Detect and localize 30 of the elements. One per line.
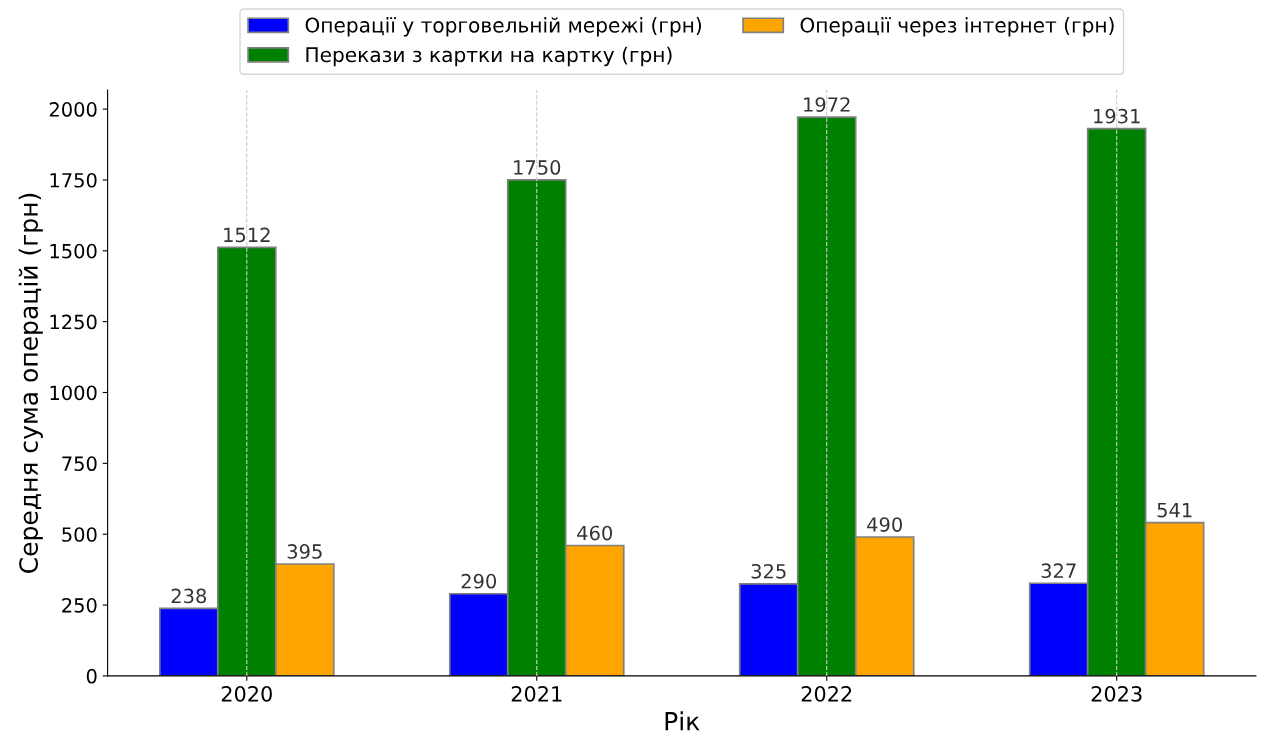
y-tick-label: 1250 [50, 314, 97, 330]
y-tick-label: 250 [62, 598, 97, 613]
data-label: 325 [751, 563, 786, 579]
data-label: 541 [1157, 502, 1192, 518]
y-tick-label: 750 [62, 456, 97, 472]
data-label: 490 [867, 517, 902, 532]
x-tick-label: 2021 [511, 685, 562, 702]
y-tick-label: 1750 [50, 172, 97, 188]
data-label: 1750 [514, 160, 561, 175]
y-tick-label: 2000 [49, 102, 97, 117]
data-label: 460 [577, 525, 613, 541]
x-tick-label: 2023 [1091, 685, 1142, 702]
x-tick-label: 2020 [221, 685, 272, 702]
legend-label: Перекази з картки на картку (грн) [306, 46, 672, 67]
y-tick-label: 1000 [50, 385, 97, 401]
legend-label: Операції у торговельній мережі (грн) [305, 17, 701, 37]
data-label: 1931 [1094, 108, 1140, 124]
legend-label: Операції через інтернет (грн) [800, 17, 1114, 37]
y-tick-label: 1500 [50, 243, 97, 259]
data-label: 1972 [804, 97, 850, 112]
y-tick-label: 500 [62, 527, 97, 542]
data-label: 238 [171, 588, 207, 604]
x-axis-title: Рік [665, 711, 700, 731]
y-tick-label: 0 [86, 668, 97, 684]
data-label: 327 [1041, 563, 1076, 579]
y-axis-title: Середня сума операцій (грн) [18, 193, 43, 573]
data-label: 395 [287, 544, 322, 559]
data-label: 1512 [224, 227, 270, 243]
x-tick-label: 2022 [801, 685, 852, 702]
data-label: 290 [461, 573, 497, 589]
